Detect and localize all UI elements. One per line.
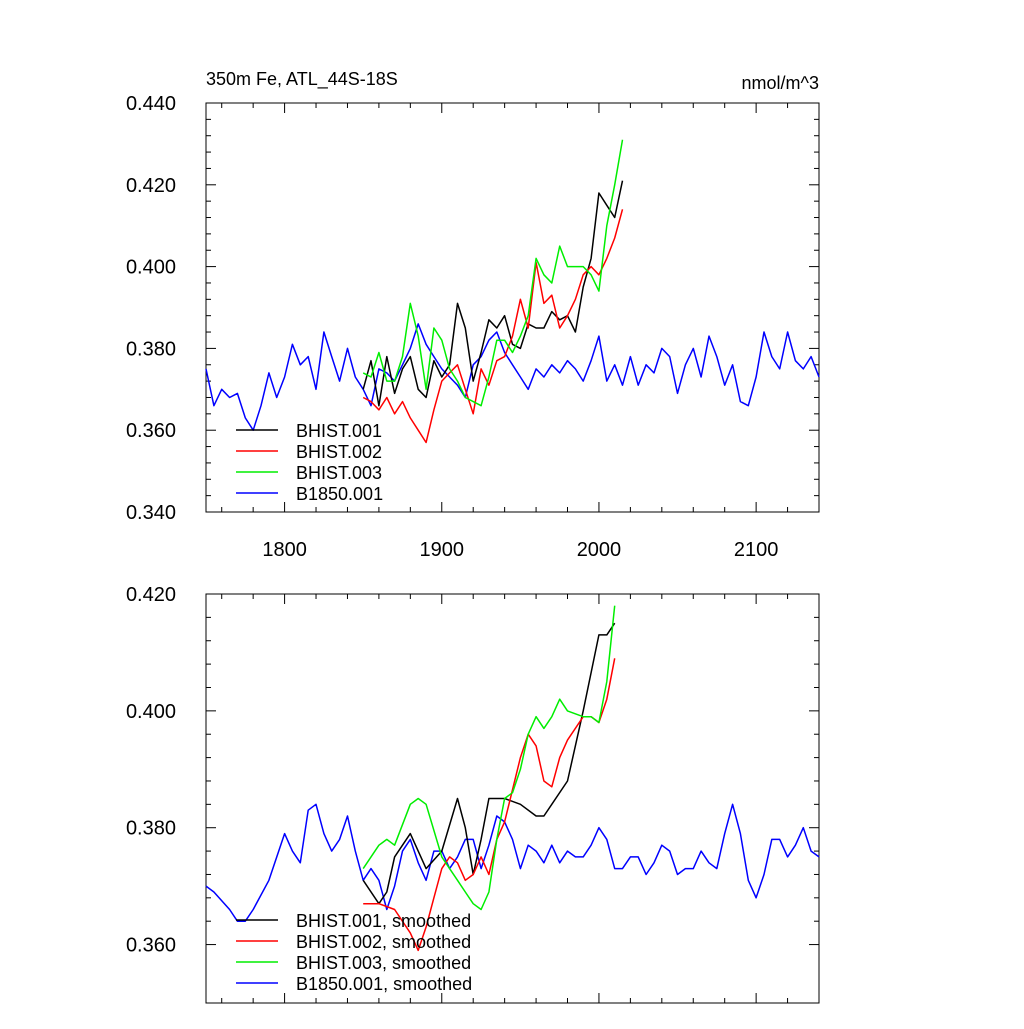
bottom-panel: 0.360 0.380 0.400 0.420 BHIST.001, smoothed…	[126, 584, 820, 1004]
legend-label: BHIST.003	[296, 463, 382, 483]
series-line-bhist-001	[362, 180, 624, 407]
top-chart-units: nmol/m^3	[742, 73, 819, 93]
top-series-lines	[205, 139, 820, 444]
top-axis-ticks: 0.340 0.360 0.380 0.400 0.420 0.440 1800 1900 20…	[126, 93, 820, 561]
legend-label: B1850.001, smoothed	[296, 974, 472, 994]
legend-label: B1850.001	[296, 484, 383, 504]
top-x-tick-label: 1800	[262, 539, 307, 561]
top-y-tick-label: 0.380	[126, 338, 176, 360]
top-y-tick-label: 0.400	[126, 257, 176, 279]
bottom-y-tick-label: 0.380	[126, 818, 176, 840]
bottom-series-lines	[205, 605, 820, 952]
top-chart-title: 350m Fe, ATL_44S-18S	[206, 69, 398, 90]
top-y-tick-label: 0.360	[126, 420, 176, 442]
top-plot-frame	[205, 102, 820, 513]
top-x-tick-label: 1900	[420, 539, 465, 561]
legend-label: BHIST.002	[296, 442, 382, 462]
series-line-bhist-003	[362, 139, 624, 407]
bottom-plot-frame	[205, 593, 820, 1004]
legend-label: BHIST.001, smoothed	[296, 911, 471, 931]
series-line-b1850-001	[205, 323, 820, 431]
series-line-bhist-002	[362, 209, 624, 444]
top-y-tick-label: 0.440	[126, 93, 176, 115]
bottom-y-tick-label: 0.360	[126, 935, 176, 957]
bottom-axis-ticks: 0.360 0.380 0.400 0.420	[126, 584, 820, 1003]
series-line-bhist-001-smoothed	[362, 622, 616, 905]
top-y-tick-label: 0.340	[126, 502, 176, 524]
legend-label: BHIST.003, smoothed	[296, 953, 471, 973]
series-line-bhist-002-smoothed	[363, 658, 616, 952]
legend-label: BHIST.002, smoothed	[296, 932, 471, 952]
bottom-y-tick-label: 0.400	[126, 701, 176, 723]
series-line-bhist-003-smoothed	[362, 605, 616, 911]
top-x-tick-label: 2000	[577, 539, 622, 561]
top-panel: 350m Fe, ATL_44S-18S nmol/m^3 0.340 0.360…	[126, 69, 820, 561]
top-y-tick-label: 0.420	[126, 175, 176, 197]
legend-label: BHIST.001	[296, 421, 382, 441]
bottom-y-tick-label: 0.420	[126, 584, 176, 606]
top-x-tick-label: 2100	[734, 539, 779, 561]
series-line-b1850-001-smoothed	[205, 803, 820, 922]
